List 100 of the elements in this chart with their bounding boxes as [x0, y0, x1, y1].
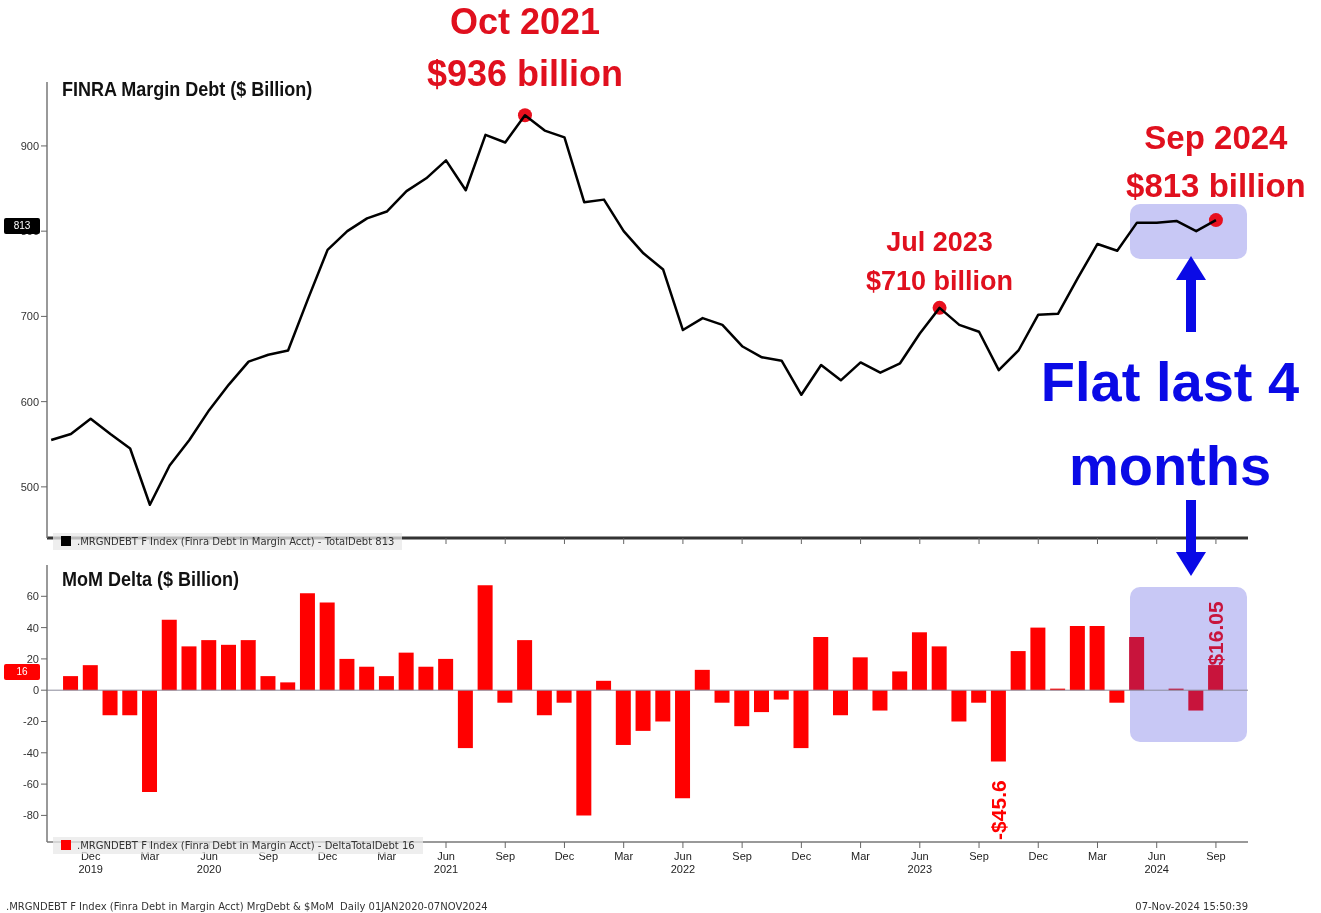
annotation: Oct 2021 $936 billion [425, 0, 624, 97]
x-tick-label: Sep [969, 850, 989, 862]
y-tick-label: 700 [20, 310, 39, 323]
bar [754, 690, 770, 713]
bar [280, 682, 296, 691]
bar [655, 690, 671, 722]
bar [596, 680, 612, 691]
y-tick-label: -60 [23, 778, 39, 790]
bar [181, 646, 197, 691]
bar [536, 690, 552, 716]
bar [359, 666, 375, 691]
bar [477, 585, 493, 691]
bar [931, 646, 947, 691]
bar [1188, 690, 1204, 711]
x-tick-label: Dec [791, 850, 812, 862]
bar [339, 658, 355, 691]
bar [201, 640, 217, 691]
bar [517, 640, 533, 691]
bar [220, 644, 236, 691]
legend-label: .MRGNDEBT F Index (Finra Debt in Margin Acct) - DeltaTotalDebt 16 [77, 839, 415, 851]
bar [299, 593, 315, 691]
y-tick-label: -20 [23, 715, 39, 728]
x-tick-label: Jun 2021 [433, 850, 459, 875]
annotation: Jul 2023 $710 billion [865, 225, 1015, 298]
bar [1208, 665, 1224, 691]
y-tick-label: 600 [20, 395, 39, 408]
bar [102, 690, 118, 716]
y-tick-label: 40 [26, 621, 39, 634]
bar [82, 665, 98, 691]
y-tick-label: 0 [32, 684, 39, 697]
x-tick-label: Jun 2024 [1144, 850, 1169, 875]
bar [951, 690, 967, 722]
y-tick-label: -80 [23, 809, 39, 822]
bar [142, 690, 158, 792]
x-tick-label: Sep [258, 850, 279, 862]
x-tick-label: Jun 2022 [670, 850, 696, 875]
bar [813, 636, 829, 691]
x-tick-label: Dec [554, 850, 575, 862]
bar [260, 676, 276, 691]
data-label: -$45.6 [987, 780, 1011, 840]
x-tick-label: Mar [614, 850, 634, 862]
bar [694, 669, 710, 691]
y-tick-label: -40 [23, 746, 39, 759]
bar [378, 676, 394, 691]
bar [1109, 690, 1125, 703]
x-tick-label: Mar [851, 850, 871, 862]
bar [1089, 626, 1105, 691]
bar [892, 671, 908, 691]
bar [63, 676, 79, 691]
x-tick-label: Jun 2023 [907, 850, 933, 875]
legend-label: .MRGNDEBT F Index (Finra Debt in Margin Acct) - TotalDebt 813 [77, 535, 395, 547]
bar [576, 690, 592, 816]
bar [1129, 636, 1145, 691]
x-tick-label: Mar [377, 850, 397, 862]
y-tick-label: 500 [20, 480, 39, 493]
bar [1069, 626, 1085, 691]
x-tick-label: Dec [317, 850, 338, 862]
x-tick-label: Jun 2020 [196, 850, 222, 875]
bar [319, 602, 335, 691]
chart-title: MoM Delta ($ Billion) [62, 568, 239, 591]
bar [556, 690, 572, 703]
bar [1010, 651, 1026, 691]
text: 16 [4, 663, 40, 680]
x-tick-label: Sep [495, 850, 516, 862]
bar [457, 690, 473, 749]
y-tick-label: 900 [20, 139, 39, 152]
y-tick-label: 20 [26, 652, 39, 665]
bar [398, 652, 414, 691]
x-tick-label: Sep [1206, 850, 1226, 862]
bar [615, 690, 631, 745]
bar [714, 690, 730, 703]
x-tick-label: Dec [1028, 850, 1049, 862]
bar [773, 690, 789, 700]
bar [911, 632, 927, 691]
x-tick-label: Sep [732, 850, 752, 862]
bar [675, 690, 691, 799]
bar [832, 690, 848, 716]
bar [497, 690, 513, 703]
bar [971, 690, 987, 703]
x-tick-label: Dec 2019 [78, 850, 103, 875]
annotation: Sep 2024 $813 billion [1125, 117, 1307, 206]
bar [1030, 627, 1046, 691]
text: 07-Nov-2024 15:50:39 [1135, 901, 1248, 912]
chart-title: FINRA Margin Debt ($ Billion) [62, 78, 313, 101]
bar [734, 690, 750, 727]
bar [240, 640, 256, 691]
bar [438, 658, 454, 691]
text: .MRGNDEBT F Index (Finra Debt in Margin Acct) MrgDebt & $MoM Daily 01JAN2020-07NOV2024 [6, 901, 488, 912]
bar [635, 690, 651, 731]
bar [872, 690, 888, 711]
bar [161, 619, 177, 691]
bar [418, 666, 434, 691]
x-tick-label: Mar [140, 850, 160, 862]
annotation: Flat last 4 months [1039, 349, 1301, 499]
bar [793, 690, 809, 749]
x-tick-label: Mar [1088, 850, 1108, 862]
y-tick-label: 60 [26, 590, 39, 603]
bar [990, 690, 1006, 762]
bar [122, 690, 138, 716]
data-label: $16.05 [1204, 601, 1228, 666]
